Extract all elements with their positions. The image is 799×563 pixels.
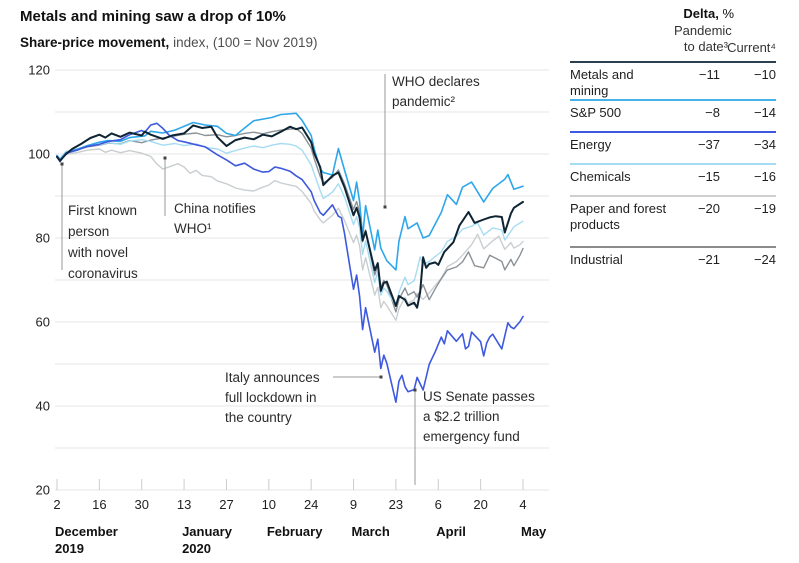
x-axis-label: 13 [177,497,191,512]
table-header-delta: Delta, % [683,6,734,21]
annotation-text-first-known-person: with novel [67,245,128,260]
subtitle-bold: Share-price movement, [20,35,170,50]
month-label: May [521,524,547,539]
year-label: 2019 [55,541,84,556]
table-column-headers: Pandemic to date³ Current⁴ [570,23,776,61]
table-rows: Metals and mining −11 −10 S&P 500 −8 −14 Energ… [570,60,776,277]
annotation-text-first-known-person: person [68,224,109,239]
x-axis-label: 4 [519,497,526,512]
table-row: Industrial −21 −24 [570,246,776,276]
annotation-dot-us-senate-fund [413,388,417,392]
annotation-dot-china-notifies-who [163,156,167,160]
pandemic-to-date-value: −21 [697,252,720,268]
y-axis-label: 20 [36,483,50,498]
series-line-industrial [56,127,524,313]
table-row: Paper and forest products −20 −19 [570,195,776,246]
x-axis-label: 16 [92,497,106,512]
annotation-text-who-declares-pandemic: pandemic² [392,94,456,109]
col-header-current: Current⁴ [727,39,776,55]
x-axis-label: 6 [435,497,442,512]
series-line-metals [56,124,524,309]
pandemic-to-date-value: −37 [697,137,720,153]
x-axis-label: 20 [473,497,487,512]
series-line-energy [56,122,524,404]
row-label: Paper and forest products [570,201,667,233]
series-line-chemicals [56,138,524,307]
year-label: 2020 [182,541,211,556]
table-row: Chemicals −15 −16 [570,163,776,195]
annotation-text-who-declares-pandemic: WHO declares [392,74,480,89]
table-row: S&P 500 −8 −14 [570,99,776,131]
annotation-text-italy-lockdown: Italy announces [225,370,320,385]
delta-table: Delta, % Pandemic to date³ Current⁴ Metal… [570,6,776,276]
row-label: Energy [570,137,612,153]
pandemic-to-date-value: −15 [697,169,720,185]
annotation-dot-first-known-person [60,162,64,166]
y-axis-label: 80 [36,231,50,246]
pandemic-to-date-value: −8 [705,105,720,121]
month-label: January [182,524,233,539]
current-value: −16 [753,169,776,185]
annotation-text-china-notifies-who: China notifies [174,201,256,216]
pandemic-to-date-value: −20 [697,201,720,217]
y-axis-label: 100 [28,147,50,162]
x-axis-label: 9 [350,497,357,512]
annotation-text-first-known-person: coronavirus [68,266,138,281]
annotation-text-first-known-person: First known [68,203,137,218]
subtitle-rest: index, (100 = Nov 2019) [169,35,318,50]
col-header-pandemic-to-date: Pandemic to date³ [674,23,732,54]
annotation-text-italy-lockdown: full lockdown in [225,390,317,405]
annotation-text-us-senate-fund: emergency fund [423,429,520,444]
chart-subtitle: Share-price movement, index, (100 = Nov … [20,35,318,50]
x-axis-label: 2 [53,497,60,512]
x-axis-label: 30 [134,497,148,512]
x-axis-label: 10 [262,497,276,512]
current-value: −24 [753,252,776,268]
current-value: −19 [753,201,776,217]
month-label: December [55,524,118,539]
y-axis-label: 120 [28,63,50,78]
row-label: Chemicals [570,169,631,185]
annotation-text-us-senate-fund: US Senate passes [423,389,535,404]
page-title: Metals and mining saw a drop of 10% [20,8,286,25]
current-value: −34 [753,137,776,153]
pandemic-to-date-value: −11 [698,66,720,82]
series-line-paper [56,148,524,321]
annotation-text-china-notifies-who: WHO¹ [174,221,212,236]
row-label: S&P 500 [570,105,622,121]
row-label: Metals and mining [570,66,634,98]
row-label: Industrial [570,252,623,268]
annotation-text-us-senate-fund: a $2.2 trillion [423,409,500,424]
month-label: April [436,524,466,539]
x-axis-label: 27 [219,497,233,512]
annotation-text-italy-lockdown: the country [225,410,292,425]
current-value: −10 [753,66,776,82]
annotation-dot-italy-lockdown [379,375,383,379]
month-label: February [267,524,323,539]
annotation-dot-who-declares-pandemic [383,205,387,209]
table-row: Energy −37 −34 [570,131,776,163]
x-axis-label: 23 [389,497,403,512]
table-row: Metals and mining −11 −10 [570,60,776,100]
current-value: −14 [753,105,776,121]
month-label: March [352,524,390,539]
y-axis-label: 60 [36,315,50,330]
x-axis-label: 24 [304,497,318,512]
y-axis-label: 40 [36,399,50,414]
